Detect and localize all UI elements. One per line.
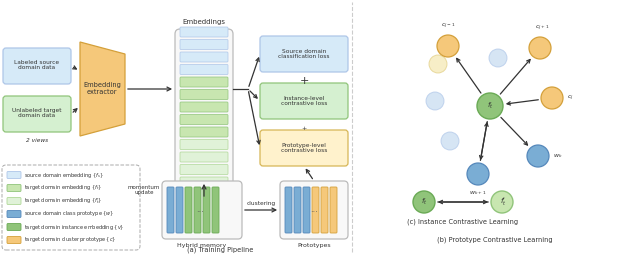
FancyBboxPatch shape (175, 29, 233, 199)
Text: target domain embedding {$f_t$}: target domain embedding {$f_t$} (24, 183, 102, 193)
Text: $w_k$: $w_k$ (553, 152, 563, 160)
Circle shape (437, 35, 459, 57)
FancyBboxPatch shape (180, 40, 228, 50)
Text: Prototypes: Prototypes (297, 244, 331, 248)
Circle shape (477, 93, 503, 119)
FancyBboxPatch shape (180, 65, 228, 74)
Circle shape (467, 163, 489, 185)
Text: Unlabeled target
domain data: Unlabeled target domain data (12, 108, 61, 118)
Circle shape (429, 55, 447, 73)
FancyBboxPatch shape (294, 187, 301, 233)
Circle shape (426, 92, 444, 110)
Text: $f_t$: $f_t$ (420, 197, 428, 207)
Text: Embeddings: Embeddings (182, 19, 225, 25)
FancyBboxPatch shape (3, 96, 71, 132)
Text: $c_{j+1}$: $c_{j+1}$ (535, 24, 549, 33)
Text: ...: ... (196, 204, 204, 214)
FancyBboxPatch shape (180, 102, 228, 112)
Text: 2 views: 2 views (26, 138, 48, 144)
Text: $c_{j-1}$: $c_{j-1}$ (441, 22, 455, 31)
Circle shape (529, 37, 551, 59)
FancyBboxPatch shape (7, 211, 21, 217)
Text: Prototype-level
contrastive loss: Prototype-level contrastive loss (281, 142, 327, 153)
FancyBboxPatch shape (2, 165, 140, 250)
Text: target domain instance embedding {$v$}: target domain instance embedding {$v$} (24, 223, 125, 231)
FancyBboxPatch shape (303, 187, 310, 233)
FancyBboxPatch shape (194, 187, 201, 233)
Text: (a) Training Pipeline: (a) Training Pipeline (187, 247, 253, 253)
FancyBboxPatch shape (7, 198, 21, 204)
Text: +: + (301, 126, 307, 132)
Text: Hybrid memory: Hybrid memory (177, 244, 227, 248)
Text: +: + (300, 76, 308, 86)
FancyBboxPatch shape (260, 36, 348, 72)
Text: $c_j$: $c_j$ (567, 93, 573, 103)
FancyBboxPatch shape (312, 187, 319, 233)
Text: (b) Prototype Contrastive Learning: (b) Prototype Contrastive Learning (437, 237, 553, 243)
Text: source domain embedding {$f_s$}: source domain embedding {$f_s$} (24, 170, 104, 180)
Text: Labeled source
domain data: Labeled source domain data (15, 60, 60, 70)
Circle shape (491, 191, 513, 213)
Polygon shape (80, 42, 125, 136)
Text: clustering: clustering (246, 200, 276, 205)
FancyBboxPatch shape (7, 236, 21, 244)
FancyBboxPatch shape (185, 187, 192, 233)
FancyBboxPatch shape (167, 187, 174, 233)
FancyBboxPatch shape (180, 152, 228, 162)
FancyBboxPatch shape (285, 187, 292, 233)
Circle shape (413, 191, 435, 213)
FancyBboxPatch shape (180, 52, 228, 62)
FancyBboxPatch shape (180, 127, 228, 137)
FancyBboxPatch shape (180, 115, 228, 124)
Text: $f_t'$: $f_t'$ (500, 196, 506, 208)
FancyBboxPatch shape (180, 77, 228, 87)
Circle shape (441, 132, 459, 150)
FancyBboxPatch shape (280, 181, 348, 239)
FancyBboxPatch shape (176, 187, 183, 233)
Circle shape (527, 145, 549, 167)
FancyBboxPatch shape (7, 184, 21, 192)
Text: Instance-level
contrastive loss: Instance-level contrastive loss (281, 96, 327, 106)
FancyBboxPatch shape (180, 139, 228, 150)
FancyBboxPatch shape (321, 187, 328, 233)
Text: momentum
update: momentum update (128, 185, 160, 195)
FancyBboxPatch shape (7, 171, 21, 179)
Text: Embedding
extractor: Embedding extractor (83, 83, 121, 96)
FancyBboxPatch shape (3, 48, 71, 84)
Text: Source domain
classification loss: Source domain classification loss (278, 49, 330, 59)
Text: target domain cluster prototype {$c$}: target domain cluster prototype {$c$} (24, 235, 116, 245)
Text: source domain class prototype {$w$}: source domain class prototype {$w$} (24, 210, 115, 218)
FancyBboxPatch shape (330, 187, 337, 233)
FancyBboxPatch shape (180, 177, 228, 187)
Text: ...: ... (310, 204, 318, 214)
FancyBboxPatch shape (203, 187, 210, 233)
Text: target domain embedding {$f_t'$}: target domain embedding {$f_t'$} (24, 196, 102, 206)
FancyBboxPatch shape (7, 224, 21, 230)
FancyBboxPatch shape (180, 89, 228, 100)
FancyBboxPatch shape (212, 187, 219, 233)
Text: (c) Instance Contrastive Learning: (c) Instance Contrastive Learning (408, 219, 518, 225)
FancyBboxPatch shape (180, 165, 228, 174)
Circle shape (489, 49, 507, 67)
Text: $f_t$: $f_t$ (487, 101, 493, 111)
FancyBboxPatch shape (260, 83, 348, 119)
Circle shape (541, 87, 563, 109)
Text: $w_{k+1}$: $w_{k+1}$ (469, 189, 486, 197)
FancyBboxPatch shape (162, 181, 242, 239)
FancyBboxPatch shape (180, 27, 228, 37)
FancyBboxPatch shape (260, 130, 348, 166)
